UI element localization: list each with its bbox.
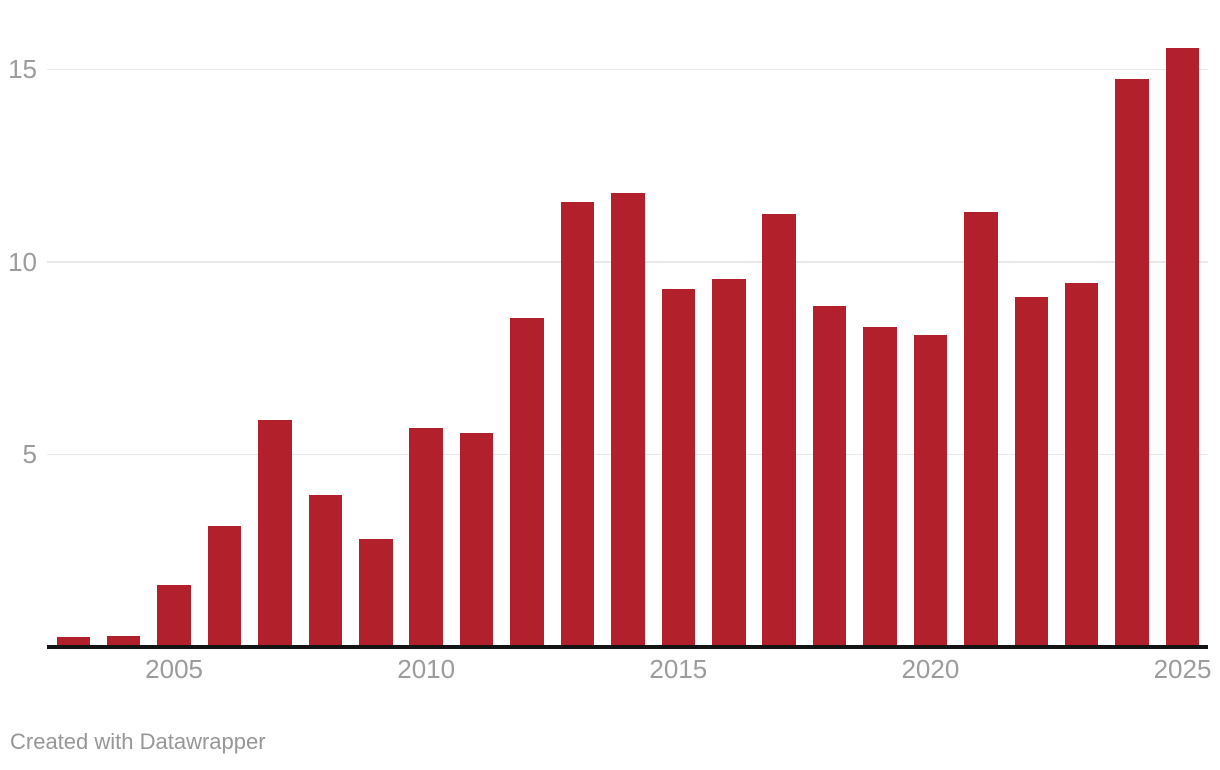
bar-2013 [560,202,595,645]
bar-2024 [1115,79,1149,645]
bar-2022 [1014,296,1048,645]
y-axis-tick-label-10: 10 [8,246,37,277]
x-axis-tick-label-2010: 2010 [397,654,456,684]
bar-2025 [1165,48,1200,645]
x-axis-tick-label-2005: 2005 [145,654,203,684]
bar-2003 [56,637,90,645]
x-axis-tick-label-2020: 2020 [901,654,960,684]
bar-2009 [359,539,393,645]
bar-2021 [964,211,998,645]
bar-2018 [812,306,847,645]
bar-2014 [611,192,645,645]
y-axis-tick-label-15: 15 [8,54,37,84]
bar-2007 [258,419,292,645]
bar-2020 [913,335,948,645]
bar-2005 [157,585,191,645]
bar-2016 [712,279,746,645]
bar-2004 [106,635,141,645]
bar-2012 [510,317,544,645]
bar-2011 [459,433,494,645]
bar-2010 [409,427,443,645]
bar-2017 [762,213,796,645]
x-axis-tick-label-2015: 2015 [649,654,708,684]
bar-2008 [308,494,343,645]
bar-2023 [1064,283,1099,645]
y-axis-tick-label-5: 5 [22,439,37,469]
x-axis-line [47,645,1208,649]
gridline-15 [47,68,1208,71]
x-axis-tick-label-2025: 2025 [1153,654,1212,684]
bar-2006 [207,525,242,645]
bar-2019 [863,327,897,645]
bar-2015 [661,288,695,645]
datawrapper-attribution-link[interactable]: Created with Datawrapper [10,729,266,754]
